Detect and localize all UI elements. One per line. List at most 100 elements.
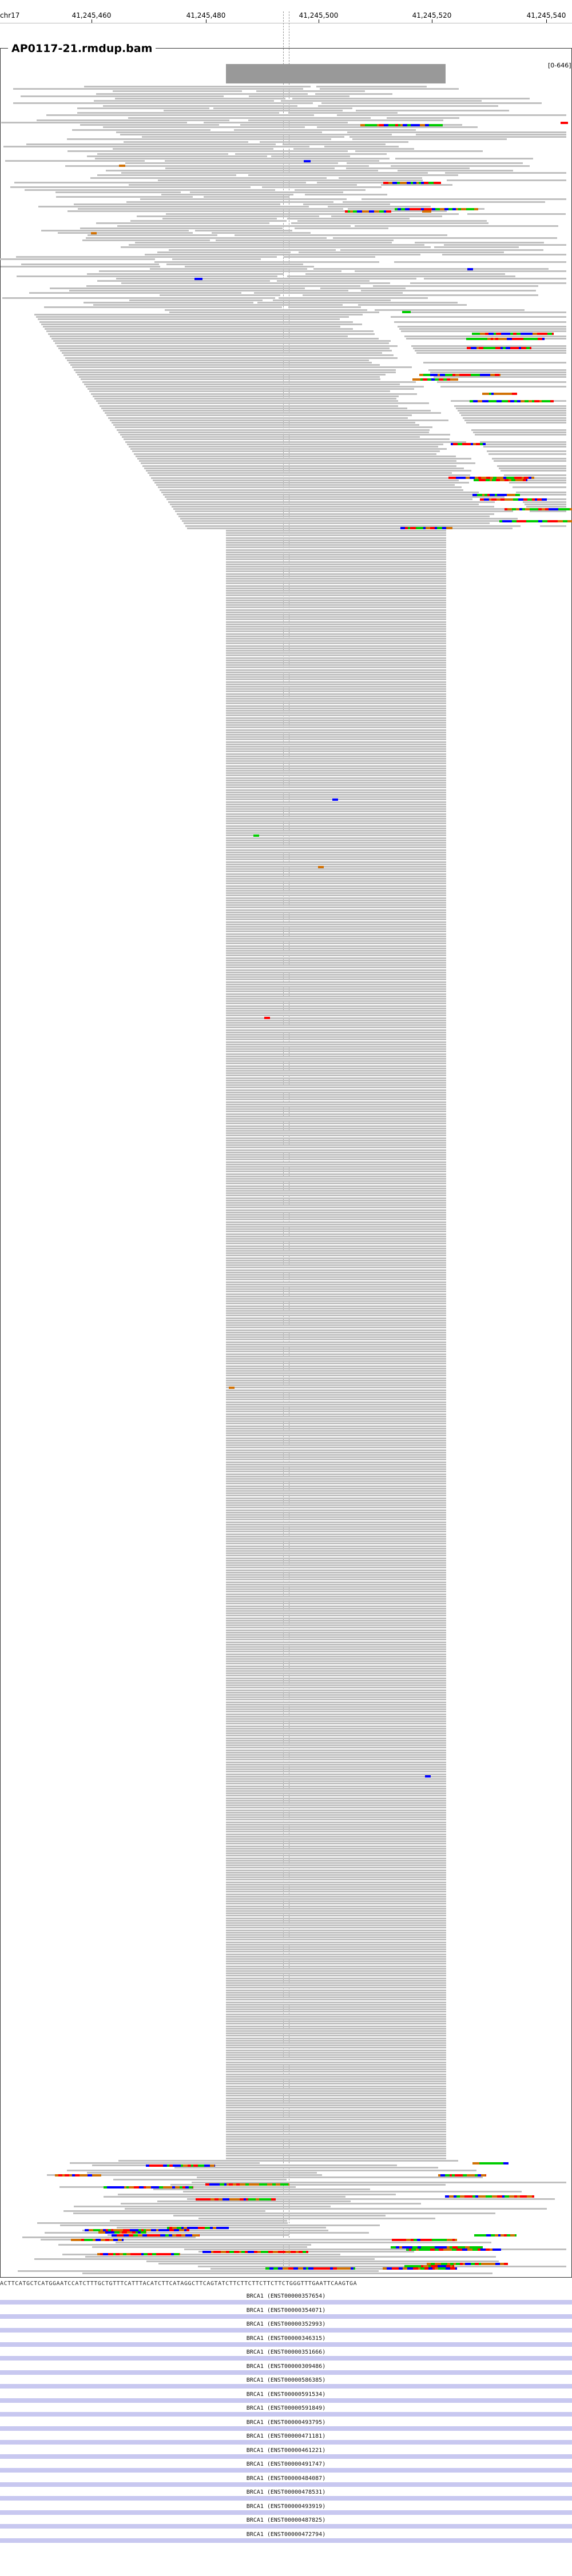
aligned-read[interactable] — [226, 918, 446, 921]
aligned-read[interactable] — [226, 1619, 446, 1622]
aligned-read[interactable] — [226, 1538, 446, 1540]
aligned-read[interactable] — [226, 1507, 446, 1509]
aligned-read[interactable] — [226, 1725, 446, 1727]
aligned-read[interactable] — [226, 1555, 446, 1557]
aligned-read[interactable] — [226, 582, 446, 585]
aligned-read[interactable] — [226, 1310, 446, 1312]
aligned-read[interactable] — [136, 455, 456, 457]
aligned-read[interactable] — [226, 1051, 446, 1053]
aligned-read[interactable] — [41, 2239, 407, 2241]
aligned-read[interactable] — [117, 429, 430, 431]
aligned-read[interactable] — [226, 1766, 446, 1768]
aligned-read[interactable] — [226, 1456, 446, 1459]
aligned-read[interactable] — [226, 1831, 446, 1833]
aligned-read[interactable] — [226, 724, 446, 726]
aligned-read[interactable] — [226, 1502, 446, 1504]
aligned-read[interactable] — [70, 2162, 260, 2164]
aligned-read[interactable] — [226, 669, 446, 671]
aligned-read[interactable] — [226, 779, 446, 781]
aligned-read[interactable] — [177, 513, 494, 515]
aligned-read[interactable] — [60, 350, 392, 352]
aligned-read[interactable] — [226, 1862, 446, 1864]
transcript-track[interactable]: BRCA1 (ENST00000591849) — [0, 2405, 572, 2419]
aligned-read[interactable] — [226, 676, 446, 678]
aligned-read[interactable] — [165, 167, 335, 169]
aligned-read[interactable] — [257, 302, 458, 303]
aligned-read[interactable] — [226, 1423, 446, 1425]
aligned-read[interactable] — [108, 417, 408, 419]
aligned-read[interactable] — [174, 2167, 438, 2169]
aligned-read[interactable] — [226, 1293, 446, 1295]
aligned-read[interactable] — [315, 93, 392, 95]
aligned-read[interactable] — [21, 263, 159, 265]
aligned-read[interactable] — [299, 251, 504, 253]
aligned-read[interactable] — [92, 2164, 397, 2167]
aligned-read[interactable] — [459, 412, 566, 414]
aligned-read[interactable] — [157, 2200, 351, 2203]
aligned-read[interactable] — [226, 1785, 446, 1787]
aligned-read[interactable] — [226, 1437, 446, 1439]
aligned-read[interactable] — [226, 556, 446, 558]
aligned-read[interactable] — [226, 1583, 446, 1585]
aligned-read[interactable] — [226, 959, 446, 961]
aligned-read[interactable] — [287, 275, 515, 277]
aligned-read[interactable] — [226, 1586, 446, 1588]
aligned-read[interactable] — [226, 1763, 446, 1766]
aligned-read[interactable] — [295, 189, 366, 191]
aligned-read[interactable] — [226, 808, 446, 810]
aligned-read[interactable] — [226, 1672, 446, 1675]
aligned-read[interactable] — [226, 1989, 446, 1991]
aligned-read[interactable] — [226, 681, 446, 683]
aligned-read[interactable] — [226, 743, 446, 745]
aligned-read[interactable] — [182, 520, 506, 522]
aligned-read[interactable] — [226, 2006, 446, 2008]
aligned-read[interactable] — [226, 2152, 446, 2155]
aligned-read[interactable] — [226, 592, 446, 594]
aligned-read[interactable] — [226, 2157, 446, 2159]
aligned-read[interactable] — [226, 2013, 446, 2015]
aligned-read[interactable] — [226, 863, 446, 865]
transcript-track[interactable]: BRCA1 (ENST00000354071) — [0, 2307, 572, 2322]
aligned-read[interactable] — [226, 1879, 446, 1881]
aligned-read[interactable] — [226, 621, 446, 623]
aligned-read[interactable] — [362, 198, 566, 201]
aligned-read[interactable] — [226, 770, 446, 772]
aligned-read[interactable] — [124, 141, 248, 143]
aligned-read[interactable] — [226, 810, 446, 813]
aligned-read[interactable] — [226, 2018, 446, 2020]
aligned-read[interactable] — [168, 501, 495, 503]
aligned-read[interactable] — [226, 1780, 446, 1783]
aligned-read[interactable] — [226, 1927, 446, 1929]
aligned-read[interactable] — [293, 148, 414, 150]
aligned-read[interactable] — [226, 902, 446, 904]
aligned-read[interactable] — [126, 201, 333, 203]
aligned-read[interactable] — [226, 1329, 446, 1331]
aligned-read[interactable] — [226, 2020, 446, 2023]
aligned-read[interactable] — [65, 357, 398, 359]
aligned-read[interactable] — [48, 333, 375, 335]
aligned-read[interactable] — [226, 1564, 446, 1567]
aligned-read[interactable] — [226, 1535, 446, 1537]
aligned-read[interactable] — [166, 213, 459, 215]
aligned-read[interactable] — [226, 2037, 446, 2039]
aligned-read[interactable] — [226, 1276, 446, 1279]
aligned-read[interactable] — [226, 1939, 446, 1941]
aligned-read[interactable] — [226, 1312, 446, 1315]
aligned-read[interactable] — [399, 328, 566, 330]
aligned-read[interactable] — [226, 1209, 446, 1211]
aligned-read[interactable] — [358, 304, 467, 306]
aligned-read[interactable] — [226, 1888, 446, 1891]
aligned-read[interactable] — [63, 2210, 265, 2212]
aligned-read[interactable] — [226, 1984, 446, 1987]
aligned-read[interactable] — [226, 1737, 446, 1739]
aligned-read[interactable] — [226, 1283, 446, 1285]
aligned-read[interactable] — [226, 580, 446, 582]
aligned-read[interactable] — [87, 273, 284, 275]
aligned-read[interactable] — [226, 688, 446, 690]
aligned-read[interactable] — [226, 1912, 446, 1915]
aligned-read[interactable] — [482, 443, 566, 445]
aligned-read[interactable] — [226, 695, 446, 697]
aligned-read[interactable] — [346, 167, 470, 169]
aligned-read[interactable] — [404, 335, 566, 337]
aligned-read[interactable] — [226, 1855, 446, 1857]
